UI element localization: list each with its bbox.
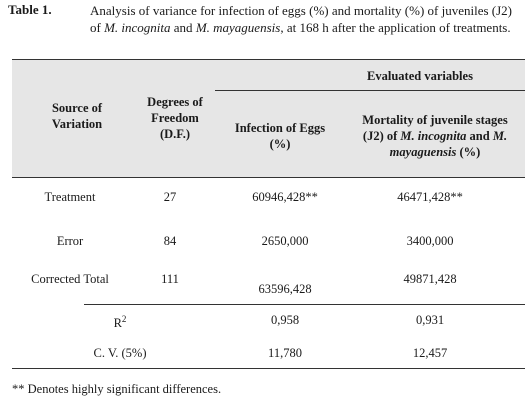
- caption-text-2: and: [170, 20, 196, 35]
- header-df-line-3: (D.F.): [159, 127, 191, 141]
- row-cv-label: C. V. (5%): [93, 346, 147, 360]
- footnote: ** Denotes highly significant difference…: [12, 382, 222, 396]
- row-corrected-total-df: 111: [161, 272, 179, 286]
- header-infection-line-1: Infection of Eggs: [234, 121, 326, 135]
- row-treatment-source: Treatment: [44, 190, 96, 204]
- header-df-line-1: Degrees of: [147, 95, 203, 109]
- table-caption: Analysis of variance for infection of eg…: [90, 2, 520, 36]
- table-label: Table 1.: [8, 2, 52, 17]
- header-df-line-2: Freedom: [151, 111, 199, 125]
- row-error-df: 84: [163, 234, 177, 248]
- row-r-squared-label: R2: [90, 314, 150, 331]
- row-corrected-total-infection: 63596,428: [258, 282, 312, 296]
- row-treatment-mortality: 46471,428**: [397, 190, 463, 204]
- header-mortality-juveniles: Mortality of juvenile stages (J2) of M. …: [340, 112, 527, 160]
- row-treatment-infection: 60946,428**: [252, 190, 318, 204]
- caption-species-2: M. mayaguensis: [195, 20, 281, 35]
- row-corrected-total-mortality: 49871,428: [403, 272, 457, 286]
- header-mortality-text-a: (J2) of: [362, 129, 401, 143]
- header-mortality-species-1: M. incognita: [400, 129, 467, 143]
- caption-text-1: Analysis of variance for infection of eg…: [90, 3, 513, 35]
- caption-text-3: , at 168 h after the application of trea…: [280, 20, 511, 35]
- row-treatment-df: 27: [163, 190, 177, 204]
- row-cv-mortality: 12,457: [412, 346, 448, 360]
- row-r-squared-mortality: 0,931: [415, 313, 445, 327]
- stats-rule: [84, 304, 525, 305]
- header-degrees-of-freedom: Degrees of Freedom (D.F.): [130, 94, 220, 142]
- row-error-source: Error: [56, 234, 84, 248]
- header-bottom-rule: [12, 177, 525, 178]
- header-mortality-text-b: and: [466, 129, 493, 143]
- header-mortality-text-c: (%): [456, 145, 481, 159]
- row-error-mortality: 3400,000: [406, 234, 454, 248]
- header-evaluated-variables: Evaluated variables: [367, 69, 473, 83]
- table-bottom-rule: [12, 368, 525, 369]
- row-error-infection: 2650,000: [261, 234, 309, 248]
- top-rule: [12, 59, 525, 60]
- header-mortality-species-2b: mayaguensis: [389, 145, 457, 159]
- header-source-of-variation: Source of Variation: [22, 100, 132, 132]
- table-header-background: [12, 60, 525, 178]
- row-cv-infection: 11,780: [268, 346, 302, 360]
- header-mortality-line-2: (J2) of M. incognita and M.: [340, 128, 527, 144]
- row-corrected-total-source: Corrected Total: [31, 272, 109, 286]
- header-infection-line-2: (%): [269, 137, 291, 151]
- header-mortality-line-1: Mortality of juvenile stages: [362, 113, 508, 127]
- header-source-line-2: Variation: [51, 117, 103, 131]
- caption-species-1: M. incognita: [104, 20, 171, 35]
- header-mortality-line-3: mayaguensis (%): [340, 144, 527, 160]
- r-squared-base: R: [113, 316, 122, 331]
- header-source-line-1: Source of: [51, 101, 103, 115]
- r-squared-exponent: 2: [121, 314, 127, 324]
- row-r-squared-infection: 0,958: [270, 313, 300, 327]
- group-rule: [215, 90, 525, 91]
- header-infection-of-eggs: Infection of Eggs (%): [210, 120, 350, 152]
- header-mortality-species-2a: M.: [492, 129, 508, 143]
